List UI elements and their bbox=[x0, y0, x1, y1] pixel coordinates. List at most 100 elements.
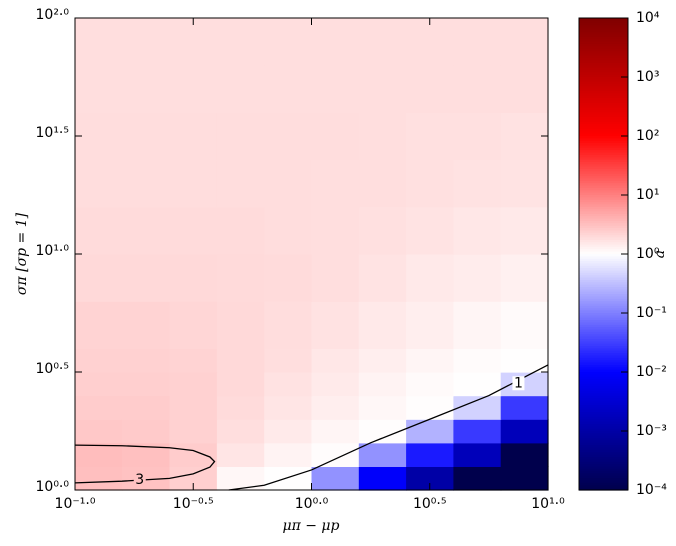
colorbar-slice bbox=[579, 277, 628, 281]
heat-cell bbox=[453, 254, 502, 302]
colorbar-slice bbox=[579, 334, 628, 338]
colorbar-slice bbox=[579, 431, 628, 434]
colorbar-slice bbox=[579, 327, 628, 331]
colorbar-slice bbox=[579, 386, 628, 390]
heat-cell bbox=[453, 348, 502, 373]
colorbar-slice bbox=[579, 239, 628, 243]
heat-cell bbox=[216, 442, 265, 467]
heat-cell bbox=[75, 65, 123, 114]
colorbar-slice bbox=[579, 468, 628, 472]
colorbar-tick-label: 10⁻² bbox=[636, 364, 667, 380]
colorbar-slice bbox=[579, 284, 628, 288]
heat-cell bbox=[264, 395, 313, 420]
colorbar-slice bbox=[579, 171, 628, 175]
heat-cell bbox=[169, 206, 218, 255]
colorbar-slice bbox=[579, 376, 628, 380]
y-tick-label: 10¹·⁵ bbox=[36, 125, 70, 141]
heat-cell bbox=[358, 254, 407, 302]
x-axis-label: μπ − μp bbox=[283, 518, 340, 534]
colorbar-slice bbox=[579, 464, 628, 467]
colorbar-slice bbox=[579, 360, 628, 364]
colorbar-slice bbox=[579, 20, 628, 24]
heat-cell bbox=[75, 112, 123, 161]
colorbar-slice bbox=[579, 72, 628, 76]
colorbar-slice bbox=[579, 228, 628, 231]
colorbar-slice bbox=[579, 117, 628, 121]
colorbar-slice bbox=[579, 393, 628, 397]
colorbar-slice bbox=[579, 95, 628, 99]
colorbar-slice bbox=[579, 124, 628, 128]
colorbar-slice bbox=[579, 169, 628, 172]
colorbar-slice bbox=[579, 138, 628, 142]
colorbar-slice bbox=[579, 456, 628, 460]
colorbar-slice bbox=[579, 322, 628, 326]
colorbar-slice bbox=[579, 58, 628, 62]
heat-cell bbox=[264, 18, 313, 66]
colorbar-tick-label: 10⁻³ bbox=[636, 423, 667, 439]
heat-cell bbox=[453, 159, 502, 208]
heat-cell bbox=[406, 348, 454, 373]
y-tick-label: 10⁰·⁵ bbox=[36, 361, 70, 377]
heat-cell bbox=[121, 159, 171, 208]
colorbar-slice bbox=[579, 423, 628, 427]
heat-cell bbox=[500, 395, 549, 420]
colorbar-slice bbox=[579, 261, 628, 265]
colorbar-slice bbox=[579, 25, 628, 29]
colorbar-slice bbox=[579, 152, 628, 156]
heat-cell bbox=[216, 206, 265, 255]
heat-cell bbox=[311, 18, 360, 66]
heat-cell bbox=[358, 348, 407, 373]
heat-cell bbox=[500, 419, 549, 444]
heat-cell bbox=[406, 395, 454, 420]
heat-cell bbox=[121, 112, 171, 161]
heat-cell bbox=[500, 159, 549, 208]
heat-cell bbox=[406, 65, 454, 114]
heat-cell bbox=[121, 254, 171, 302]
colorbar-slice bbox=[579, 336, 628, 340]
heat-cell bbox=[358, 18, 407, 66]
colorbar-slice bbox=[579, 180, 628, 184]
heat-cell bbox=[311, 348, 360, 373]
colorbar-slice bbox=[579, 53, 628, 57]
heat-cell bbox=[311, 372, 360, 397]
colorbar-slice bbox=[579, 131, 628, 135]
colorbar-slice bbox=[579, 244, 628, 248]
colorbar-slice bbox=[579, 140, 628, 144]
colorbar-slice bbox=[579, 128, 628, 132]
heat-cell bbox=[169, 395, 218, 420]
colorbar-slice bbox=[579, 433, 628, 437]
heat-cell bbox=[169, 65, 218, 114]
colorbar-slice bbox=[579, 440, 628, 444]
colorbar-slice bbox=[579, 466, 628, 470]
colorbar-slice bbox=[579, 294, 628, 298]
colorbar-slice bbox=[579, 367, 628, 371]
colorbar-slice bbox=[579, 475, 628, 479]
colorbar-slice bbox=[579, 289, 628, 293]
colorbar-slice bbox=[579, 438, 628, 442]
colorbar-tick-label: 10⁰ bbox=[636, 246, 660, 262]
overlay: 3 1 10⁻¹·⁰ 10⁻⁰·⁵ 10⁰·⁰ 10⁰·⁵ 10¹·⁰ 10⁰·⁰ 10⁰·⁵ 1… bbox=[36, 7, 566, 512]
heat-cell bbox=[311, 395, 360, 420]
colorbar-slice bbox=[579, 65, 628, 69]
colorbar-slice bbox=[579, 173, 628, 177]
colorbar-slice bbox=[579, 249, 628, 253]
colorbar-slice bbox=[579, 409, 628, 413]
colorbar: 10⁻⁴ 10⁻³ 10⁻² 10⁻¹ 10⁰ 10¹ 10² 10³ 10⁴ bbox=[578, 10, 667, 498]
heat-cell bbox=[169, 18, 218, 66]
colorbar-slice bbox=[579, 190, 628, 194]
colorbar-slice bbox=[579, 195, 628, 198]
colorbar-slice bbox=[579, 121, 628, 125]
heat-cell bbox=[453, 466, 502, 491]
heat-cell bbox=[75, 466, 123, 491]
heat-cell bbox=[216, 159, 265, 208]
colorbar-slice bbox=[579, 428, 628, 432]
colorbar-slice bbox=[579, 105, 628, 109]
heat-cell bbox=[358, 206, 407, 255]
x-tick-label: 10⁰·⁰ bbox=[295, 496, 329, 512]
heat-cell bbox=[216, 348, 265, 373]
colorbar-slice bbox=[579, 81, 628, 85]
colorbar-slice bbox=[579, 48, 628, 52]
heat-cell bbox=[169, 254, 218, 302]
colorbar-slice bbox=[579, 426, 628, 430]
